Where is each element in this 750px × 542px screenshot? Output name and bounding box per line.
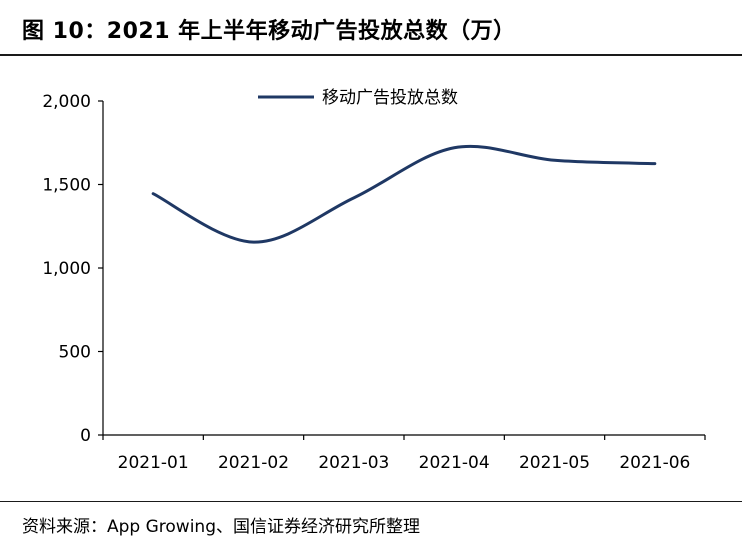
y-tick-label: 500 [59, 343, 91, 363]
x-tick-label: 2021-03 [318, 453, 389, 473]
x-tick-label: 2021-02 [218, 453, 289, 473]
x-tick-label: 2021-06 [619, 453, 690, 473]
x-tick-label: 2021-04 [419, 453, 490, 473]
y-tick-label: 2,000 [42, 92, 91, 112]
title-divider [0, 54, 742, 56]
y-tick-label: 0 [80, 426, 91, 446]
data-point-2021-06 [654, 162, 656, 164]
series-lines [151, 144, 657, 244]
data-point-2021-05 [553, 159, 555, 161]
x-tick-label: 2021-05 [519, 453, 590, 473]
y-tick-label: 1,500 [42, 176, 91, 196]
source-note: 资料来源：App Growing、国信证券经济研究所整理 [22, 517, 420, 537]
y-axis-ticks: 0 500 1,000 1,500 2,000 [42, 92, 103, 446]
chart-legend: 移动广告投放总数 [258, 88, 458, 108]
x-axis-ticks: 2021-01 2021-02 2021-03 2021-04 2021-05 2021-… [102, 435, 706, 473]
chart-axes [102, 101, 705, 436]
data-point-2021-02 [252, 241, 254, 243]
y-tick-label: 1,000 [42, 259, 91, 279]
source-divider [0, 501, 742, 502]
data-point-2021-04 [453, 147, 455, 149]
series-line-0 [151, 144, 657, 244]
figure-title: 图 10：2021 年上半年移动广告投放总数（万） [22, 19, 516, 44]
x-tick-label: 2021-01 [118, 453, 189, 473]
data-point-2021-01 [152, 192, 154, 194]
data-point-2021-03 [353, 197, 355, 199]
legend-label: 移动广告投放总数 [322, 88, 458, 108]
